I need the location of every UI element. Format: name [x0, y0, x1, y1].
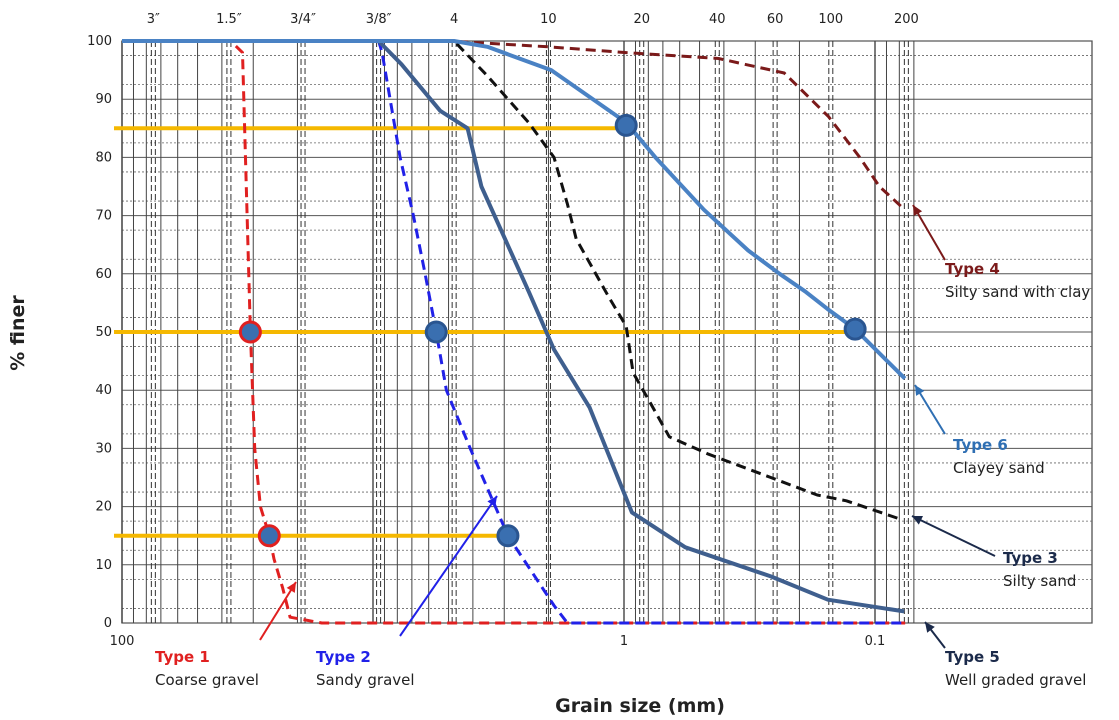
series-line-type-1 — [221, 39, 907, 625]
series-lines — [122, 39, 907, 625]
y-tick-label: 40 — [95, 383, 112, 398]
y-tick-label: 70 — [95, 209, 112, 224]
sieve-label: 40 — [709, 12, 726, 27]
series-line-type-5 — [122, 39, 905, 614]
series-label-name: Type 4 — [945, 260, 1000, 278]
label-arrow — [911, 515, 996, 557]
y-tick-label: 100 — [87, 34, 112, 49]
y-tick-label: 90 — [95, 92, 112, 107]
sieve-label: 200 — [894, 12, 919, 27]
label-arrowhead — [912, 516, 923, 525]
sieve-label: 10 — [540, 12, 557, 27]
marker — [257, 524, 281, 548]
series-line-type-3 — [122, 39, 899, 520]
sieve-label: 1.5″ — [216, 12, 242, 27]
marker — [424, 320, 448, 344]
marker — [843, 317, 867, 341]
marker — [614, 113, 638, 137]
series-line-type-6 — [122, 39, 907, 381]
label-arrowhead — [913, 205, 923, 216]
x-axis-title: Grain size (mm) — [555, 695, 725, 717]
series-label-description: Clayey sand — [953, 459, 1045, 477]
label-arrow — [259, 581, 297, 641]
series-label-description: Silty sand — [1003, 572, 1076, 590]
marker — [238, 320, 262, 344]
label-arrowhead — [286, 582, 296, 593]
label-arrow — [912, 204, 946, 261]
sieve-label: 20 — [633, 12, 650, 27]
series-label-description: Coarse gravel — [155, 671, 259, 689]
sieve-label: 3/8″ — [366, 12, 392, 27]
series-label-name: Type 3 — [1003, 549, 1058, 567]
y-tick-label: 0 — [104, 616, 112, 631]
tick-labels: 0 10 20 30 40 50 60 70 80 90 100 100 1 0.1 3″ 1.5″ 3/4″ 3… — [87, 12, 919, 649]
series-labels: Type 1 Coarse gravel Type 2 Sandy gravel Typ… — [155, 204, 1090, 689]
series-label-name: Type 5 — [945, 648, 1000, 666]
y-tick-label: 10 — [95, 558, 112, 573]
label-arrowhead — [487, 496, 497, 507]
series-line-type-4 — [122, 39, 906, 211]
marker — [496, 524, 520, 548]
label-arrowhead — [925, 622, 935, 633]
series-label-name: Type 1 — [155, 648, 210, 666]
x-tick-label: 100 — [110, 634, 135, 649]
y-tick-label: 80 — [95, 150, 112, 165]
series-label-description: Silty sand with clay — [945, 283, 1090, 301]
series-line-type-2 — [122, 39, 907, 625]
sieve-label: 100 — [818, 12, 843, 27]
x-tick-label: 0.1 — [865, 634, 886, 649]
label-arrow — [399, 495, 498, 637]
sieve-label: 3/4″ — [290, 12, 316, 27]
markers — [238, 113, 867, 548]
series-label-description: Well graded gravel — [945, 671, 1086, 689]
series-label-description: Sandy gravel — [316, 671, 415, 689]
reference-lines — [114, 126, 856, 538]
label-arrowhead — [915, 385, 925, 396]
y-tick-label: 60 — [95, 267, 112, 282]
sieve-label: 3″ — [147, 12, 160, 27]
y-tick-label: 50 — [95, 325, 112, 340]
sieve-label: 4 — [450, 12, 458, 27]
series-label-name: Type 2 — [316, 648, 371, 666]
y-tick-label: 20 — [95, 500, 112, 515]
y-tick-label: 30 — [95, 441, 112, 456]
y-axis-title: % finer — [7, 295, 29, 371]
sieve-label: 60 — [767, 12, 784, 27]
x-tick-label: 1 — [620, 634, 628, 649]
series-label-name: Type 6 — [953, 436, 1008, 454]
